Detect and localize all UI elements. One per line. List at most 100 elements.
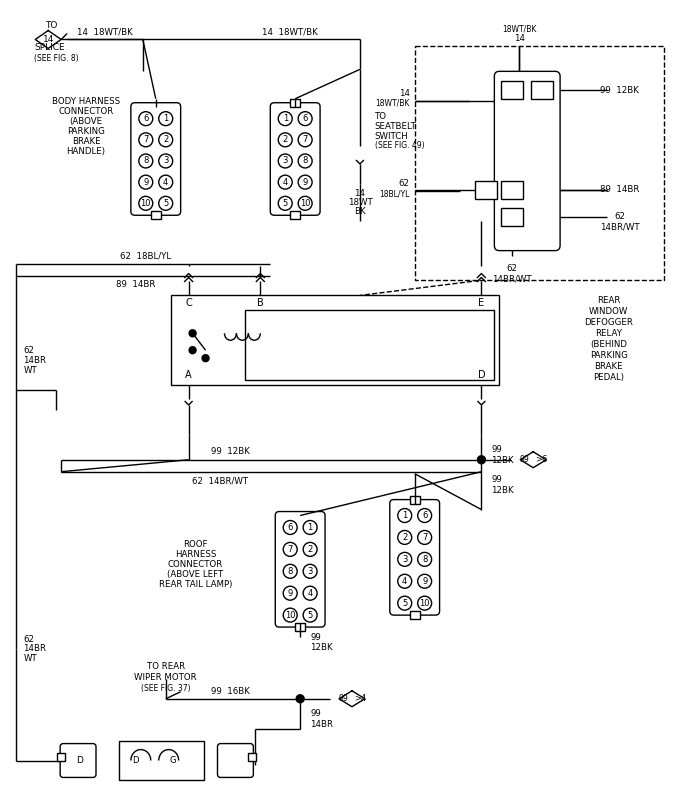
Text: D: D — [133, 756, 139, 765]
Text: B: B — [483, 185, 490, 195]
Text: 14: 14 — [355, 189, 365, 198]
Text: D: D — [538, 85, 546, 95]
Text: A: A — [509, 212, 515, 222]
Bar — [290, 99, 300, 107]
Text: 6: 6 — [143, 114, 148, 123]
Circle shape — [283, 520, 297, 535]
Text: 89  14BR: 89 14BR — [600, 185, 639, 194]
Bar — [57, 753, 65, 761]
Bar — [248, 753, 256, 761]
Text: 6: 6 — [287, 523, 293, 532]
Bar — [531, 81, 553, 99]
Text: CONNECTOR: CONNECTOR — [168, 560, 223, 569]
Text: 99: 99 — [519, 455, 529, 464]
Circle shape — [159, 175, 173, 189]
Circle shape — [278, 112, 292, 125]
Text: SWITCH: SWITCH — [375, 132, 409, 141]
Text: TO: TO — [375, 112, 387, 121]
Circle shape — [283, 543, 297, 556]
Circle shape — [298, 197, 312, 210]
Text: >6: >6 — [535, 455, 547, 464]
Circle shape — [139, 112, 153, 125]
Circle shape — [398, 596, 412, 610]
FancyBboxPatch shape — [390, 499, 439, 615]
Circle shape — [303, 520, 317, 535]
Text: (ABOVE LEFT: (ABOVE LEFT — [167, 570, 224, 578]
Circle shape — [398, 531, 412, 544]
Text: 12BK: 12BK — [492, 456, 514, 465]
Circle shape — [418, 531, 432, 544]
Bar — [475, 181, 498, 199]
Circle shape — [398, 508, 412, 523]
Circle shape — [477, 455, 485, 463]
Text: 3: 3 — [283, 157, 288, 165]
Text: 4: 4 — [283, 177, 288, 187]
Text: 62: 62 — [614, 213, 625, 221]
FancyBboxPatch shape — [131, 103, 180, 215]
Text: 4: 4 — [163, 177, 168, 187]
Text: SPLICE: SPLICE — [35, 43, 65, 52]
Text: D: D — [76, 756, 83, 765]
Bar — [295, 623, 305, 631]
Text: 14BR: 14BR — [23, 356, 46, 364]
Text: 10: 10 — [300, 199, 311, 208]
Text: TO: TO — [45, 21, 58, 30]
Bar — [501, 81, 523, 99]
Text: 99: 99 — [310, 710, 321, 718]
Text: 10: 10 — [140, 199, 151, 208]
Circle shape — [303, 543, 317, 556]
Text: 7: 7 — [422, 533, 427, 542]
Text: 8: 8 — [302, 157, 308, 165]
Text: 99: 99 — [338, 694, 348, 703]
Text: 18WT: 18WT — [348, 198, 372, 207]
Circle shape — [298, 112, 312, 125]
Circle shape — [303, 586, 317, 600]
Text: TO REAR: TO REAR — [146, 662, 185, 671]
Circle shape — [283, 586, 297, 600]
Text: HARNESS: HARNESS — [175, 550, 216, 559]
FancyBboxPatch shape — [271, 103, 320, 215]
Text: REAR TAIL LAMP): REAR TAIL LAMP) — [159, 580, 233, 589]
Text: 5: 5 — [308, 610, 313, 619]
Text: 5: 5 — [163, 199, 168, 208]
Text: 2: 2 — [308, 545, 313, 554]
Text: E: E — [509, 85, 515, 95]
Text: 99  12BK: 99 12BK — [601, 85, 639, 95]
Text: 6: 6 — [422, 511, 427, 520]
Text: 7: 7 — [302, 135, 308, 145]
Circle shape — [189, 330, 196, 336]
Text: 2: 2 — [402, 533, 407, 542]
Bar — [119, 741, 203, 781]
Text: 62  14BR/WT: 62 14BR/WT — [193, 476, 249, 485]
Text: RELAY: RELAY — [595, 328, 622, 338]
Text: 2: 2 — [163, 135, 168, 145]
Circle shape — [418, 508, 432, 523]
Text: 62: 62 — [506, 264, 518, 273]
Circle shape — [298, 175, 312, 189]
Bar — [171, 296, 499, 385]
Text: 10: 10 — [285, 610, 296, 619]
Text: (BEHIND: (BEHIND — [591, 340, 627, 348]
Text: (SEE FIG. 8): (SEE FIG. 8) — [35, 54, 79, 63]
Text: (SEE FIG. 49): (SEE FIG. 49) — [375, 141, 424, 149]
Text: 14BR/WT: 14BR/WT — [492, 275, 532, 284]
Circle shape — [278, 197, 292, 210]
Text: (SEE FIG. 37): (SEE FIG. 37) — [141, 684, 191, 694]
FancyBboxPatch shape — [275, 511, 325, 627]
Circle shape — [139, 154, 153, 168]
Text: 5: 5 — [402, 598, 407, 608]
Text: PARKING: PARKING — [67, 126, 105, 136]
Text: 99  16BK: 99 16BK — [211, 687, 250, 696]
Text: CONNECTOR: CONNECTOR — [58, 107, 114, 116]
Text: 89  14BR: 89 14BR — [116, 280, 155, 289]
Text: 1: 1 — [163, 114, 168, 123]
Text: 1: 1 — [402, 511, 407, 520]
Text: 14BR/WT: 14BR/WT — [600, 222, 639, 231]
Circle shape — [298, 154, 312, 168]
FancyBboxPatch shape — [218, 744, 254, 777]
Circle shape — [159, 133, 173, 147]
Text: BRAKE: BRAKE — [72, 137, 100, 145]
Text: WIPER MOTOR: WIPER MOTOR — [134, 674, 197, 682]
Text: 18WT/BK: 18WT/BK — [376, 99, 410, 108]
Text: PARKING: PARKING — [590, 351, 628, 360]
